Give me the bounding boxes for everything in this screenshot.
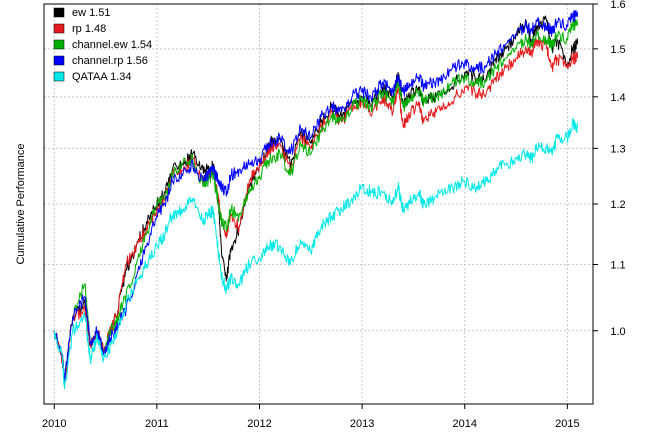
x-tick-label: 2015	[555, 418, 579, 430]
x-tick-label: 2013	[350, 418, 374, 430]
series-line-channel-ew	[53, 19, 579, 382]
x-axis: 2010 2011 2012 2013 2014 2015	[42, 404, 580, 430]
y-tick-label: 1.2	[610, 199, 625, 211]
series-line-QATAA	[53, 118, 579, 390]
y-tick-label: 1.3	[610, 143, 625, 155]
legend-label: ew 1.51	[72, 7, 111, 19]
y-axis: 1.0 1.1 1.2 1.3 1.4 1.5 1.6	[593, 0, 626, 338]
legend-label: QATAA 1.34	[72, 71, 132, 83]
y-tick-label: 1.1	[610, 259, 625, 271]
x-tick-label: 2010	[42, 418, 66, 430]
legend-label: rp 1.48	[72, 23, 106, 35]
legend-swatch	[53, 71, 65, 82]
series-lines	[53, 10, 579, 390]
legend-swatch	[53, 23, 65, 34]
legend-label: channel.rp 1.56	[72, 55, 148, 67]
legend-swatch	[53, 55, 65, 66]
y-tick-label: 1.6	[610, 0, 625, 11]
legend: ew 1.51 rp 1.48 channel.ew 1.54 channel.rp …	[53, 7, 152, 83]
legend-swatch	[53, 7, 65, 18]
legend-swatch	[53, 39, 65, 50]
y-tick-label: 1.5	[610, 44, 625, 56]
y-tick-label: 1.4	[610, 92, 625, 104]
x-tick-label: 2012	[247, 418, 271, 430]
y-tick-label: 1.0	[610, 326, 625, 338]
x-tick-label: 2014	[452, 418, 476, 430]
x-tick-label: 2011	[145, 418, 169, 430]
legend-label: channel.ew 1.54	[72, 39, 152, 51]
y-axis-title: Cumulative Performance	[15, 143, 27, 264]
